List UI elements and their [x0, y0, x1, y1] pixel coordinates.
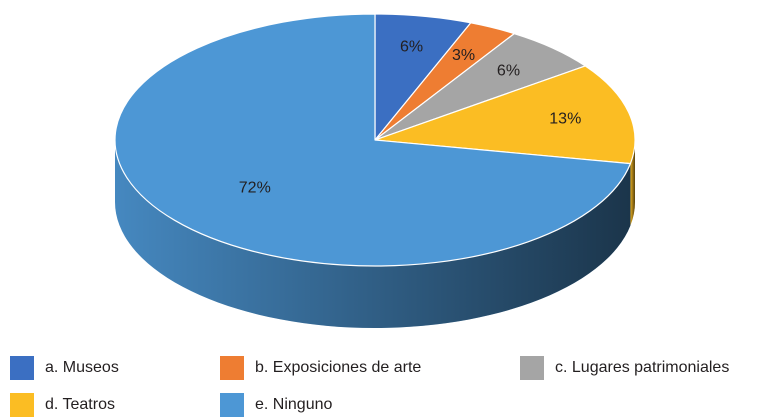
legend-swatch	[10, 356, 34, 380]
legend-swatch	[220, 393, 244, 417]
legend-swatch	[10, 393, 34, 417]
legend-label: e. Ninguno	[255, 396, 332, 413]
legend-label: d. Teatros	[45, 396, 115, 413]
data-label: 72%	[239, 179, 271, 196]
legend: a. Museos b. Exposiciones de arte c. Lugar…	[10, 356, 729, 417]
pie-side-shade	[114, 140, 631, 329]
data-label: 13%	[549, 111, 581, 128]
data-label: 3%	[452, 47, 475, 64]
legend-label: a. Museos	[45, 359, 119, 376]
pie-slice	[114, 13, 631, 267]
pie-tops	[114, 13, 636, 267]
data-label: 6%	[497, 62, 520, 79]
data-label: 6%	[400, 38, 423, 55]
pie-slice	[374, 65, 636, 165]
data-labels: 6% 3% 6% 13% 72%	[239, 38, 582, 196]
legend-label: c. Lugares patrimoniales	[555, 359, 729, 376]
legend-swatch	[520, 356, 544, 380]
legend-label: b. Exposiciones de arte	[255, 359, 421, 376]
legend-swatch	[220, 356, 244, 380]
